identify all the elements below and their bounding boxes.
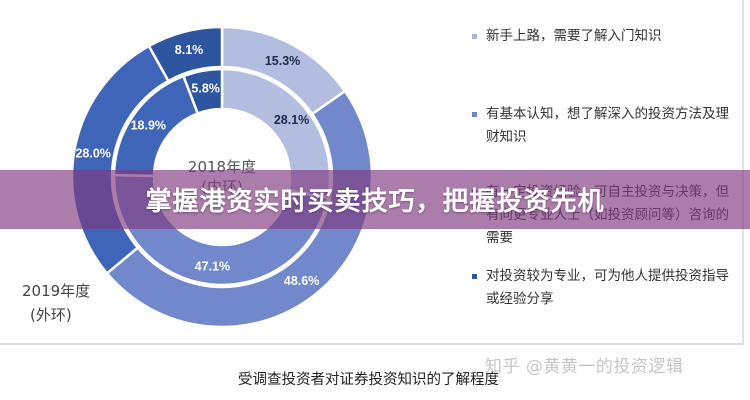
legend-item-professional: 对投资较为专业，可为他人提供投资指导或经验分享 [470, 265, 740, 311]
watermark: 知乎 @黄黄一的投资逻辑 [485, 357, 684, 377]
segment-value-label: 48.6% [284, 274, 319, 288]
legend-bullet-icon [472, 34, 477, 39]
legend-text: 新手上路，需要了解入门知识 [486, 28, 662, 44]
inner-ring-2018 [112, 67, 332, 287]
segment-value-label: 47.1% [195, 259, 230, 273]
segment-value-label: 15.3% [265, 54, 300, 68]
segment-labels: 15.3% 48.6% 28.0% 8.1% 28.1% 47.1% 18.9% 5.8% [75, 43, 319, 288]
segment-value-label: 18.9% [131, 118, 166, 132]
legend-item-beginner: 新手上路，需要了解入门知识 [470, 25, 740, 48]
donut-segment [147, 25, 224, 83]
legend-bullet-icon [472, 274, 477, 279]
chart-caption: 受调查投资者对证券投资知识的了解程度 [238, 372, 499, 388]
outer-ring-legend-label: 2019年度 (外环) [22, 279, 90, 327]
donut-segment [181, 67, 224, 116]
legend-text: 对投资较为专业，可为他人提供投资指导或经验分享 [486, 268, 729, 307]
outer-sub-label: (外环) [30, 306, 72, 324]
segment-value-label: 28.1% [274, 113, 309, 127]
legend-text: 有基本认知，想了解深入的投资方法及理财知识 [486, 106, 729, 145]
segment-value-label: 5.8% [191, 81, 220, 95]
legend-item-basic: 有基本认知，想了解深入的投资方法及理财知识 [470, 103, 740, 149]
outer-ring-2019 [70, 25, 374, 329]
promo-banner [0, 170, 750, 229]
outer-year-label: 2019年度 [22, 282, 91, 300]
legend-bullet-icon [472, 112, 477, 117]
promo-banner-title: 掌握港资实时买卖技巧，把握投资先机 [145, 187, 605, 217]
segment-value-label: 28.0% [75, 146, 110, 160]
segment-value-label: 8.1% [175, 43, 204, 57]
